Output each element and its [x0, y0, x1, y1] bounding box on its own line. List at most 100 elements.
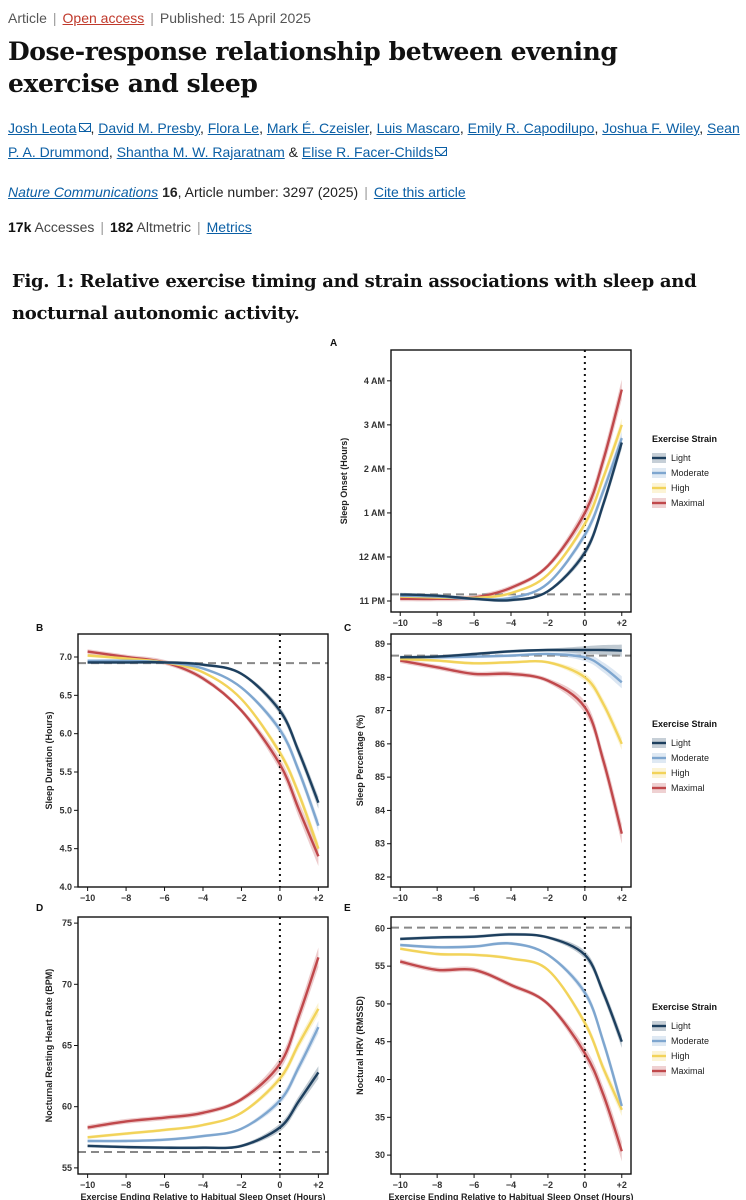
legend-label: High — [671, 1051, 690, 1061]
author-link[interactable]: Emily R. Capodilupo — [467, 120, 595, 136]
author-link[interactable]: Luis Mascaro — [376, 120, 460, 136]
legend-title: Exercise Strain — [652, 1002, 717, 1012]
author-link[interactable]: Mark É. Czeisler — [266, 120, 369, 136]
y-tick-label: 1 AM — [364, 508, 385, 518]
x-tick-label: −6 — [159, 1180, 169, 1190]
y-tick-label: 5.0 — [59, 805, 72, 815]
journal-volume: 16 — [162, 184, 178, 200]
x-tick-label: −8 — [432, 618, 442, 628]
y-tick-label: 89 — [375, 639, 385, 649]
legend: Exercise Strain Light Moderate High Maximal — [652, 1002, 717, 1076]
mail-icon[interactable] — [435, 147, 448, 156]
y-tick-label: 86 — [375, 739, 385, 749]
panel-letter: A — [330, 338, 337, 349]
altmetric-label: Altmetric — [136, 219, 191, 235]
legend-label: Maximal — [671, 1066, 705, 1076]
authors-joiner: & — [288, 144, 298, 160]
series-line-maximal — [400, 389, 623, 601]
y-tick-label: 6.5 — [59, 690, 72, 700]
legend-label: Maximal — [671, 498, 705, 508]
series-line-light — [400, 933, 623, 1043]
x-tick-label: −8 — [121, 1180, 131, 1190]
author-link[interactable]: Joshua F. Wiley — [602, 120, 700, 136]
legend-label: Light — [671, 1021, 691, 1031]
cite-article-link[interactable]: Cite this article — [373, 184, 466, 200]
separator: | — [364, 184, 368, 200]
y-tick-label: 50 — [375, 999, 385, 1009]
author-link[interactable]: Sean P. A. Drummond — [8, 120, 740, 160]
legend: Exercise Strain Light Moderate High Maximal — [652, 719, 717, 793]
x-tick-label: +2 — [617, 618, 627, 628]
author-link[interactable]: Shantha M. W. Rajaratnam — [116, 144, 285, 160]
journal-name-link[interactable]: Nature Communications — [8, 184, 159, 200]
legend-label: High — [671, 768, 690, 778]
y-tick-label: 4 AM — [364, 376, 385, 386]
separator: | — [150, 10, 154, 26]
y-tick-label: 65 — [62, 1041, 72, 1051]
open-access-link[interactable]: Open access — [62, 10, 145, 26]
x-tick-label: −10 — [80, 893, 95, 903]
x-tick-label: −4 — [198, 1180, 208, 1190]
x-tick-label: −6 — [469, 1180, 479, 1190]
altmetric-count: 182 — [110, 219, 134, 235]
article-type: Article — [8, 10, 47, 26]
y-tick-label: 3 AM — [364, 420, 385, 430]
accesses-count: 17k — [8, 219, 32, 235]
mail-icon[interactable] — [78, 123, 91, 132]
y-tick-label: 11 PM — [359, 596, 385, 606]
series-line-moderate — [87, 659, 320, 827]
x-tick-label: −2 — [236, 893, 246, 903]
y-tick-label: 5.5 — [59, 767, 72, 777]
y-tick-label: 35 — [375, 1112, 385, 1122]
series-line-light — [87, 1071, 320, 1150]
separator: | — [196, 219, 201, 235]
author-link[interactable]: Elise R. Facer-Childs — [301, 144, 434, 160]
panel-letter: C — [344, 623, 351, 634]
metrics-link[interactable]: Metrics — [206, 219, 252, 235]
x-tick-label: −10 — [393, 1180, 408, 1190]
y-tick-label: 85 — [375, 772, 385, 782]
ci-band-high — [87, 653, 319, 855]
ci-band-moderate — [87, 659, 319, 832]
y-tick-label: 6.0 — [59, 729, 72, 739]
y-tick-label: 88 — [375, 672, 385, 682]
x-axis-label: Exercise Ending Relative to Habitual Sle… — [80, 1192, 325, 1200]
x-tick-label: −4 — [506, 893, 516, 903]
series-line-high — [400, 657, 623, 745]
x-tick-label: −6 — [159, 893, 169, 903]
article-title: Dose-response relationship between eveni… — [8, 37, 618, 98]
panel-letter: D — [36, 903, 43, 914]
y-tick-label: 82 — [375, 872, 385, 882]
y-tick-label: 60 — [62, 1102, 72, 1112]
ci-band-maximal — [400, 658, 622, 844]
legend-label: Moderate — [671, 468, 709, 478]
author-link[interactable]: Josh Leota — [8, 120, 77, 136]
x-tick-label: +2 — [313, 893, 323, 903]
series-line-high — [400, 947, 623, 1111]
series-line-moderate — [87, 1026, 320, 1143]
journal-info: Nature Communications 16, Article number… — [8, 184, 466, 200]
x-tick-label: −4 — [198, 893, 208, 903]
author-link[interactable]: Flora Le — [207, 120, 260, 136]
series-line-maximal — [87, 650, 320, 857]
x-tick-label: 0 — [277, 893, 282, 903]
x-tick-label: 0 — [582, 1180, 587, 1190]
y-tick-label: 7.0 — [59, 652, 72, 662]
author-link[interactable]: David M. Presby — [98, 120, 200, 136]
series-line-light — [400, 648, 622, 659]
y-axis-label: Sleep Percentage (%) — [355, 715, 365, 807]
legend-label: Moderate — [671, 753, 709, 763]
accesses-label: Accesses — [34, 219, 95, 235]
panel-c: C −10 −8 −6 −4 −2 0 +2 82 83 84 85 86 87 88 89 Sleep Per… — [344, 623, 717, 903]
series-line-maximal — [87, 957, 320, 1129]
x-tick-label: −10 — [393, 893, 408, 903]
x-tick-label: −8 — [432, 1180, 442, 1190]
author-list: Josh Leota, David M. Presby, Flora Le, M… — [8, 120, 740, 160]
x-tick-label: +2 — [617, 893, 627, 903]
article-number: , Article number: 3297 (2025) — [177, 184, 359, 200]
panel-e: E −10 −8 −6 −4 −2 0 +2 30 35 40 45 50 55 60 Noctural HR… — [344, 903, 717, 1200]
published-date: Published: 15 April 2025 — [159, 10, 311, 26]
y-axis-label: Sleep Duration (Hours) — [44, 711, 54, 809]
series-line-high — [87, 654, 320, 850]
article-metrics: 17k Accesses | 182 Altmetric | Metrics — [8, 219, 252, 235]
